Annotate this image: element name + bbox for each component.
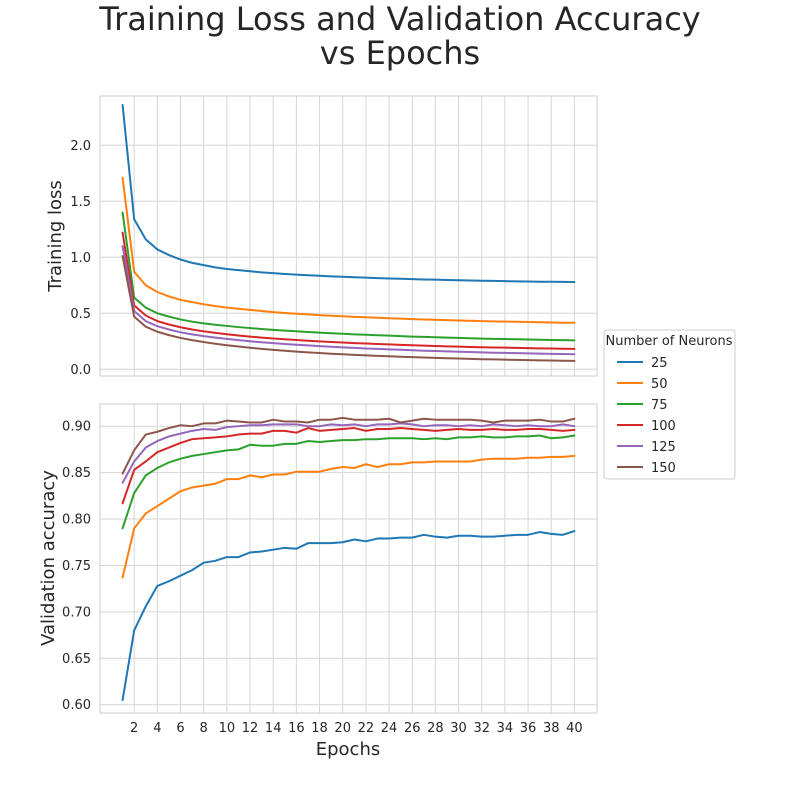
x-tick-label: 14 (265, 721, 282, 736)
x-tick-label: 10 (219, 721, 236, 736)
training-loss-y-tick-label: 1.0 (70, 251, 91, 266)
validation-accuracy-frame (99, 403, 598, 714)
x-tick-label: 18 (311, 721, 328, 736)
training-loss-y-tick-label: 0.0 (70, 363, 91, 378)
validation-accuracy-y-tick-label: 0.80 (62, 513, 91, 528)
training-loss-axis-label: Training loss (45, 180, 66, 293)
training-loss-panel: 0.0 0.5 1.0 1.5 2.0 (70, 95, 598, 378)
legend-label-75: 75 (651, 398, 668, 413)
x-tick-label: 32 (473, 721, 490, 736)
x-tick-label: 28 (427, 721, 444, 736)
validation-accuracy-y-tick-label: 0.85 (62, 466, 91, 481)
x-axis-label: Epochs (316, 739, 381, 760)
legend-label-100: 100 (651, 419, 676, 434)
validation-accuracy-y-tick-label: 0.75 (62, 559, 91, 574)
x-tick-label: 34 (497, 721, 514, 736)
x-tick-label: 8 (200, 721, 208, 736)
validation-accuracy-y-tick-label: 0.70 (62, 605, 91, 620)
validation-accuracy-series-line-50 (121, 454, 576, 579)
x-tick-label: 20 (334, 721, 351, 736)
training-loss-series-line-25 (121, 103, 576, 284)
legend-label-150: 150 (651, 461, 676, 476)
training-loss-series-line-125 (121, 245, 576, 356)
validation-accuracy-y-tick-label: 0.60 (62, 698, 91, 713)
x-tick-label: 6 (176, 721, 184, 736)
legend-label-125: 125 (651, 440, 676, 455)
validation-accuracy-y-tick-label: 0.65 (62, 652, 91, 667)
training-loss-y-tick-label: 1.5 (70, 195, 91, 210)
legend-label-50: 50 (651, 377, 668, 392)
validation-accuracy-series-line-100 (121, 427, 576, 505)
training-loss-series-line-75 (121, 211, 576, 342)
training-loss-series-line-50 (121, 176, 576, 324)
training-loss-series-line-100 (121, 231, 576, 350)
validation-accuracy-series-line-25 (121, 530, 576, 702)
x-tick-label: 12 (242, 721, 259, 736)
validation-accuracy-y-tick-label: 0.90 (62, 420, 91, 435)
x-tick-label: 38 (543, 721, 560, 736)
validation-accuracy-series-line-75 (121, 434, 576, 530)
x-tick-label: 30 (450, 721, 467, 736)
training-loss-y-tick-label: 0.5 (70, 307, 91, 322)
chart-title-line1: Training Loss and Validation Accuracy (98, 0, 700, 38)
validation-accuracy-series-line-150 (121, 416, 576, 475)
validation-accuracy-axis-label: Validation accuracy (38, 470, 59, 646)
legend-box (603, 329, 736, 480)
validation-accuracy-series-line-125 (121, 422, 576, 484)
x-tick-label: 4 (153, 721, 161, 736)
x-tick-label: 2 (130, 721, 138, 736)
legend-title: Number of Neurons (605, 334, 732, 349)
validation-accuracy-panel: 0.600.650.700.750.800.850.902 4 6 8 10 12 14 16… (62, 403, 598, 736)
training-loss-frame (99, 95, 598, 377)
legend-label-25: 25 (651, 356, 668, 371)
legend: Number of Neurons 25 50 75 100 125 150 (603, 329, 736, 480)
x-tick-label: 22 (358, 721, 375, 736)
x-tick-label: 24 (381, 721, 398, 736)
training-loss-y-tick-label: 2.0 (70, 139, 91, 154)
x-tick-label: 40 (566, 721, 583, 736)
x-tick-label: 16 (288, 721, 305, 736)
training-loss-series-line-150 (121, 255, 576, 362)
x-tick-label: 26 (404, 721, 421, 736)
x-tick-label: 36 (520, 721, 537, 736)
chart-title-line2: vs Epochs (320, 34, 480, 72)
